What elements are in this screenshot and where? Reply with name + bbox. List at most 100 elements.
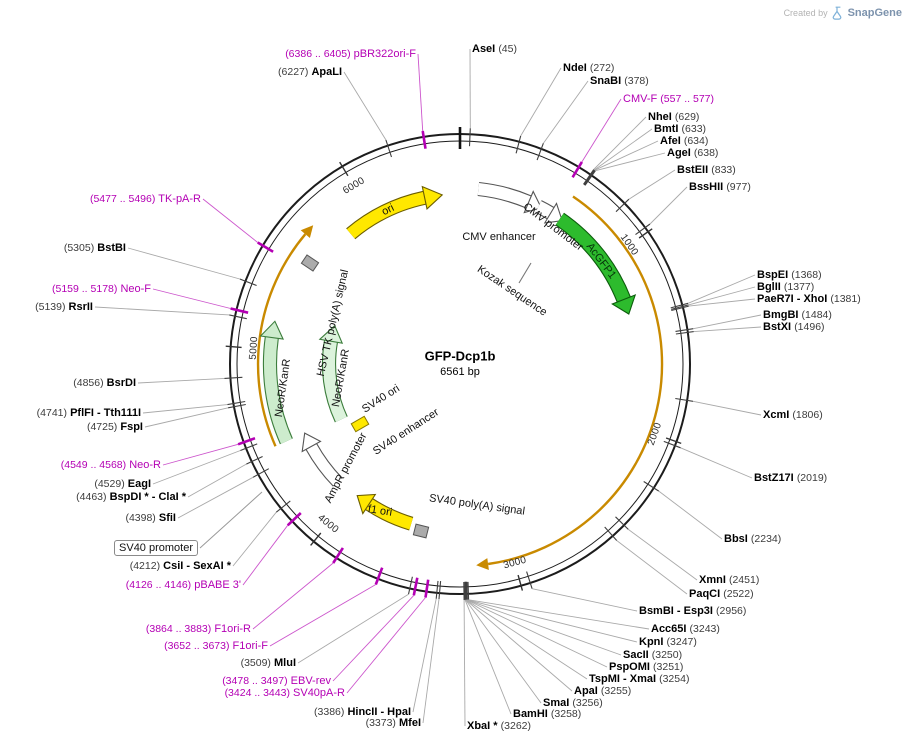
site-name: ApaI: [574, 685, 598, 697]
site-label-nhei[interactable]: NheI (629): [648, 111, 699, 123]
site-label-bsmbi-esp3i[interactable]: BsmBI - Esp3I (2956): [639, 605, 746, 617]
site-label-pflfi-tth111i[interactable]: (4741) PflFI - Tth111I: [37, 407, 141, 419]
feature-cmv-promoter-arrowhead[interactable]: [543, 202, 563, 224]
site-label-f1ori-r[interactable]: (3864 .. 3883) F1ori-R: [146, 623, 251, 635]
site-label-bmti[interactable]: BmtI (633): [654, 123, 706, 135]
site-label-xmni[interactable]: XmnI (2451): [699, 574, 759, 586]
site-label-neo-f[interactable]: (5159 .. 5178) Neo-F: [52, 283, 151, 295]
site-label-neo-r[interactable]: (4549 .. 4568) Neo-R: [61, 459, 161, 471]
site-tick: [468, 128, 471, 147]
site-name: KpnI: [639, 636, 664, 648]
site-label-mlui[interactable]: (3509) MluI: [241, 657, 296, 669]
site-label-paqci[interactable]: PaqCI (2522): [689, 588, 754, 600]
sv40-ori-box[interactable]: [350, 415, 370, 433]
site-label-tspmi-xmai[interactable]: TspMI - XmaI (3254): [589, 673, 689, 685]
site-label-bglii[interactable]: BglII (1377): [757, 281, 814, 293]
feature-f1-ori[interactable]: [365, 498, 414, 530]
site-label-acc65i[interactable]: Acc65I (3243): [651, 623, 720, 635]
feature-acgfp1-arrowhead[interactable]: [611, 294, 637, 315]
site-label-csii-sexai[interactable]: (4212) CsiI - SexAI *: [130, 560, 231, 572]
site-label-rsrii[interactable]: (5139) RsrII: [35, 301, 93, 313]
site-label-afei[interactable]: AfeI (634): [660, 135, 708, 147]
feature-neor-kanr-outer-arrowhead[interactable]: [259, 320, 285, 340]
feature-cmv-enhancer-arrowhead[interactable]: [523, 190, 543, 214]
sv40-polya-box[interactable]: [412, 523, 430, 539]
site-label-bspdi-clai[interactable]: (4463) BspDI * - ClaI *: [76, 491, 186, 503]
site-label-apai[interactable]: ApaI (3255): [574, 685, 631, 697]
feature-acgfp1[interactable]: [555, 213, 630, 302]
site-name: BglII: [757, 281, 781, 293]
site-label-bstxi[interactable]: BstXI (1496): [763, 321, 825, 333]
site-tick: [438, 581, 442, 600]
feature-ori-arrowhead[interactable]: [421, 185, 444, 210]
site-label-bstbi[interactable]: (5305) BstBI: [64, 242, 126, 254]
snapgene-logo-icon: [832, 6, 841, 20]
site-label-eagi[interactable]: (4529) EagI: [94, 478, 151, 490]
site-tick: [675, 397, 694, 402]
site-label-sv40pa-r[interactable]: (3424 .. 3443) SV40pA-R: [225, 687, 345, 699]
site-label-f1ori-f[interactable]: (3652 .. 3673) F1ori-F: [164, 640, 268, 652]
site-label-pbabe-3[interactable]: (4126 .. 4146) pBABE 3': [126, 579, 241, 591]
site-label-sfii[interactable]: (4398) SfiI: [125, 512, 176, 524]
site-name: PaeR7I - XhoI: [757, 293, 828, 305]
site-name: XmnI: [699, 574, 726, 586]
site-label-tk-pa-r[interactable]: (5477 .. 5496) TK-pA-R: [90, 193, 201, 205]
site-label-bamhi[interactable]: BamHI (3258): [513, 708, 581, 720]
site-position: (1484): [801, 309, 832, 321]
site-name: pBABE 3': [194, 579, 241, 591]
site-leader-line: [187, 463, 247, 498]
site-label-smai[interactable]: SmaI (3256): [543, 697, 603, 709]
site-label-sacii[interactable]: SacII (3250): [623, 649, 682, 661]
site-leader-line: [465, 599, 588, 680]
site-label-asei[interactable]: AseI (45): [472, 43, 517, 55]
site-position: (4856): [73, 377, 104, 389]
hsv-tk-polya-box[interactable]: [300, 254, 320, 272]
site-label-xcmi[interactable]: XcmI (1806): [763, 409, 823, 421]
feature-cmv-enhancer[interactable]: [477, 183, 532, 208]
site-name: BbsI: [724, 533, 748, 545]
site-label-hincii-hpai[interactable]: (3386) HincII - HpaI: [314, 706, 411, 718]
site-tick: [643, 481, 660, 492]
site-position: (4725): [86, 421, 118, 433]
feature-ampr-promoter[interactable]: [306, 443, 342, 486]
site-position: (3250): [651, 649, 683, 661]
site-label-ebv-rev[interactable]: (3478 .. 3497) EBV-rev: [222, 675, 331, 687]
feature-neor-kanr-outer[interactable]: [264, 336, 292, 444]
site-label-bsshii[interactable]: BssHII (977): [689, 181, 751, 193]
site-label-bspei[interactable]: BspEI (1368): [757, 269, 822, 281]
feature-ori[interactable]: [346, 191, 427, 239]
site-label-xbai[interactable]: XbaI * (3262): [467, 720, 531, 732]
site-label-apali[interactable]: (6227) ApaLI: [278, 66, 342, 78]
site-label-paer7i-xhoi[interactable]: PaeR7I - XhoI (1381): [757, 293, 861, 305]
site-label-mfei[interactable]: (3373) MfeI: [366, 717, 421, 729]
site-leader-line: [581, 98, 622, 163]
site-label-kpni[interactable]: KpnI (3247): [639, 636, 697, 648]
site-label-fspi[interactable]: (4725) FspI: [87, 421, 143, 433]
site-leader-line: [593, 116, 647, 170]
feature-ampr-promoter-arrowhead[interactable]: [301, 432, 322, 453]
site-tick: [275, 500, 291, 513]
site-label-snabi[interactable]: SnaBI (378): [590, 75, 649, 87]
site-leader-line: [688, 298, 756, 307]
site-tick: [663, 440, 681, 449]
site-name: XcmI: [763, 409, 790, 421]
feature-label-sv40-promoter[interactable]: SV40 promoter: [114, 540, 198, 556]
site-label-agei[interactable]: AgeI (638): [667, 147, 718, 159]
site-label-bstz17i[interactable]: BstZ17I (2019): [754, 472, 827, 484]
site-label-pspomi[interactable]: PspOMI (3251): [609, 661, 683, 673]
site-label-bmgbi[interactable]: BmgBI (1484): [763, 309, 832, 321]
feature-neor-kanr-inner[interactable]: [323, 340, 347, 422]
site-label-bsrdi[interactable]: (4856) BsrDI: [73, 377, 136, 389]
site-label-cmv-f[interactable]: CMV-F (557 .. 577): [623, 93, 714, 105]
feature-label-cmv-enhancer[interactable]: CMV enhancer: [462, 231, 536, 243]
feature-neor-kanr-inner-arrowhead[interactable]: [318, 324, 344, 344]
site-name: AseI: [472, 43, 496, 55]
site-label-pbr322ori-f[interactable]: (6386 .. 6405) pBR322ori-F: [285, 48, 416, 60]
site-label-bbsi[interactable]: BbsI (2234): [724, 533, 781, 545]
site-name: SV40pA-R: [293, 687, 345, 699]
site-tick: [435, 580, 439, 599]
feature-f1-ori-arrowhead[interactable]: [356, 493, 377, 515]
site-name: BmgBI: [763, 309, 799, 321]
site-label-ndei[interactable]: NdeI (272): [563, 62, 614, 74]
site-label-bsteii[interactable]: BstEII (833): [677, 164, 736, 176]
